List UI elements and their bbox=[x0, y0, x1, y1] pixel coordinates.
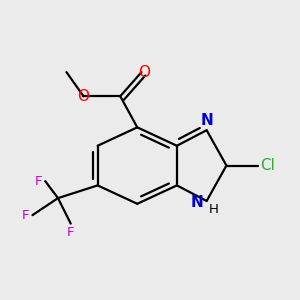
Text: O: O bbox=[77, 89, 89, 104]
Text: F: F bbox=[22, 208, 30, 222]
Text: F: F bbox=[35, 175, 42, 188]
Text: F: F bbox=[67, 226, 74, 239]
Text: N: N bbox=[200, 113, 213, 128]
Text: H: H bbox=[209, 203, 219, 216]
Text: Cl: Cl bbox=[260, 158, 275, 173]
Text: O: O bbox=[138, 64, 150, 80]
Text: N: N bbox=[191, 195, 204, 210]
